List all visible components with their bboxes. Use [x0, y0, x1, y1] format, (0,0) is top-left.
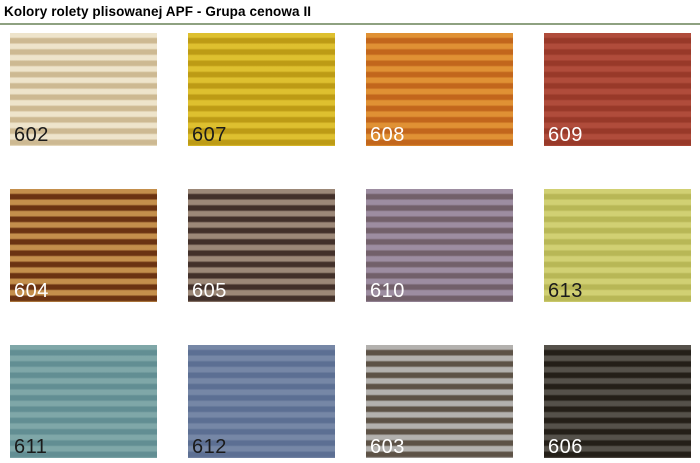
swatch-code-label-612: 612: [192, 436, 227, 458]
swatch-tile-611[interactable]: 611: [10, 345, 157, 458]
swatch-code-label-611: 611: [14, 436, 48, 458]
swatch-tile-613[interactable]: 613: [544, 189, 691, 302]
swatch-code-label-603: 603: [370, 436, 405, 458]
swatch-tile-608[interactable]: 608: [366, 33, 513, 146]
swatch-tile-605[interactable]: 605: [188, 189, 335, 302]
swatch-tile-604[interactable]: 604: [10, 189, 157, 302]
swatch-tile-610[interactable]: 610: [366, 189, 513, 302]
swatch-tile-602[interactable]: 602: [10, 33, 157, 146]
swatch-code-label-609: 609: [548, 124, 583, 146]
page-title: Kolory rolety plisowanej APF - Grupa cen…: [4, 4, 312, 19]
swatch-code-label-607: 607: [192, 124, 227, 146]
swatch-code-label-610: 610: [370, 280, 405, 302]
swatch-code-label-613: 613: [548, 280, 583, 302]
swatch-tile-607[interactable]: 607: [188, 33, 335, 146]
swatch-code-label-605: 605: [192, 280, 227, 302]
swatch-tile-612[interactable]: 612: [188, 345, 335, 458]
swatch-tile-609[interactable]: 609: [544, 33, 691, 146]
swatch-code-label-606: 606: [548, 436, 583, 458]
title-divider: [0, 23, 700, 25]
swatch-code-label-602: 602: [14, 124, 49, 146]
swatch-tile-603[interactable]: 603: [366, 345, 513, 458]
swatch-grid: 602 607 608 609 604 605 610 613 611: [10, 33, 700, 458]
swatch-code-label-608: 608: [370, 124, 405, 146]
swatch-code-label-604: 604: [14, 280, 49, 302]
swatch-tile-606[interactable]: 606: [544, 345, 691, 458]
